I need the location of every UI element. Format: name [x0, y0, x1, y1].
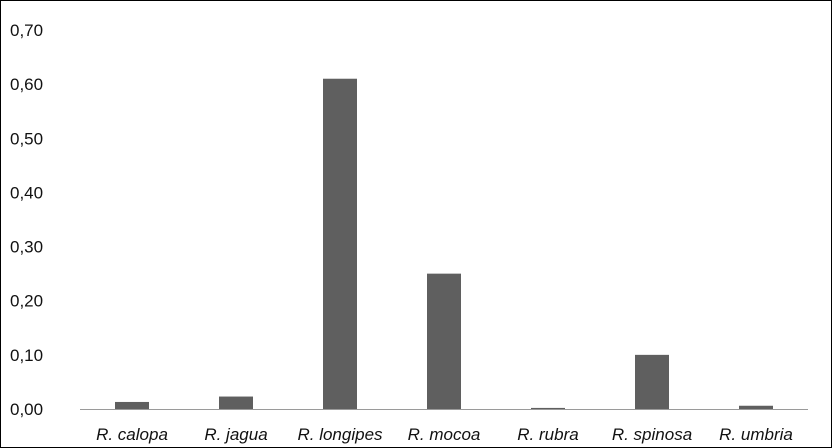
bar — [323, 78, 357, 409]
y-tick-label: 0,10 — [10, 346, 43, 365]
bar — [739, 405, 773, 409]
y-axis-ticks: 0,00 0,10 0,20 0,30 0,40 0,50 0,60 0,70 — [10, 21, 43, 419]
y-tick-label: 0,70 — [10, 21, 43, 40]
y-tick-label: 0,30 — [10, 238, 43, 257]
bar — [531, 407, 565, 409]
x-tick-label: R. jagua — [204, 425, 267, 444]
x-tick-label: R. spinosa — [612, 425, 692, 444]
x-axis-labels: R. calopa R. jagua R. longipes R. mocoa R. r… — [96, 425, 793, 444]
x-tick-label: R. rubra — [517, 425, 578, 444]
y-tick-label: 0,20 — [10, 292, 43, 311]
x-tick-label: R. umbria — [719, 425, 793, 444]
x-tick-label: R. mocoa — [408, 425, 481, 444]
bar — [635, 354, 669, 409]
y-tick-label: 0,50 — [10, 129, 43, 148]
bar — [427, 273, 461, 409]
bars — [115, 78, 773, 409]
y-tick-label: 0,40 — [10, 183, 43, 202]
x-tick-label: R. calopa — [96, 425, 168, 444]
bar — [219, 396, 253, 409]
y-tick-label: 0,60 — [10, 75, 43, 94]
bar — [115, 401, 149, 409]
x-tick-label: R. longipes — [297, 425, 383, 444]
y-tick-label: 0,00 — [10, 400, 43, 419]
